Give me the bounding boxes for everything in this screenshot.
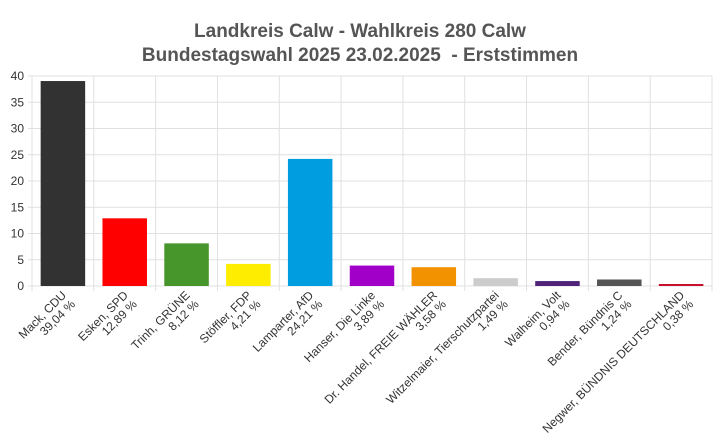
bar — [535, 281, 580, 286]
bar — [287, 158, 333, 286]
y-tick-label: 20 — [11, 174, 25, 188]
bar — [473, 278, 518, 286]
bar — [597, 279, 642, 286]
y-tick-label: 30 — [11, 122, 25, 136]
bar — [349, 265, 395, 286]
chart-title: Landkreis Calw - Wahlkreis 280 Calw — [194, 21, 526, 42]
bar — [40, 81, 86, 286]
bar — [226, 263, 271, 286]
y-tick-label: 10 — [11, 227, 25, 241]
y-tick-label: 0 — [17, 279, 24, 293]
chart-title: Bundestagswahl 2025 23.02.2025 - Erststi… — [142, 45, 578, 66]
y-tick-label: 35 — [11, 95, 25, 109]
y-tick-label: 15 — [11, 200, 25, 214]
bar — [102, 218, 147, 286]
bar — [164, 243, 209, 286]
y-tick-label: 25 — [11, 148, 25, 162]
y-tick-label: 5 — [17, 253, 24, 267]
bar — [658, 284, 704, 286]
bar — [411, 267, 457, 286]
y-tick-label: 40 — [11, 69, 25, 83]
